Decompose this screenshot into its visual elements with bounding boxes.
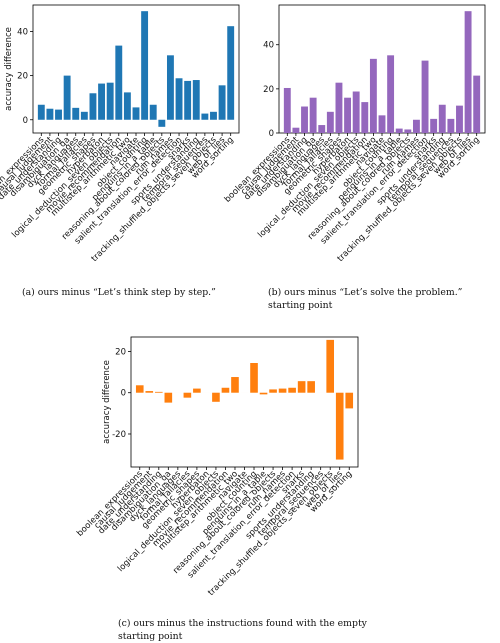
bar-a [55, 109, 62, 120]
caption-b: (b) ours minus “Let’s solve the problem.… [268, 287, 463, 311]
bar-c [154, 391, 163, 393]
bar-b [438, 104, 446, 133]
bar-c [231, 377, 239, 393]
y-tick-label-c: 20 [115, 347, 126, 357]
bar-b [318, 125, 326, 133]
y-tick-label-c: 0 [121, 389, 126, 399]
bar-b [387, 55, 395, 133]
bar-c [335, 392, 344, 460]
bar-b [395, 128, 403, 133]
bar-c [269, 389, 277, 393]
bar-c [345, 392, 354, 409]
bar-b [301, 106, 308, 133]
bar-b [456, 105, 463, 133]
bar-c [278, 388, 287, 393]
bar-b [352, 91, 360, 133]
bar-a [158, 119, 166, 127]
caption-c: (c) ours minus the instructions found wi… [118, 618, 367, 642]
bar-a [80, 111, 88, 120]
bar-c [250, 363, 258, 393]
bar-b [309, 97, 317, 133]
bar-a [175, 78, 183, 120]
y-tick-label-a: 0 [23, 116, 28, 126]
bar-a [166, 55, 174, 120]
bar-a [201, 113, 209, 120]
bar-b [326, 111, 334, 133]
bar-b [369, 58, 377, 133]
bar-a [72, 107, 80, 120]
y-axis-label-a: accuracy difference [4, 27, 14, 111]
bar-b [378, 115, 386, 133]
y-tick-label-c: -20 [112, 430, 126, 440]
bar-c [307, 381, 315, 393]
bar-a [218, 85, 226, 120]
bar-a [192, 80, 200, 120]
y-tick-label-a: 40 [17, 27, 28, 37]
bar-b [292, 127, 300, 133]
bar-a [132, 107, 140, 120]
y-axis-label-c: accuracy difference [102, 360, 112, 444]
bar-b [464, 11, 472, 134]
bar-c [288, 387, 296, 393]
bar-a [98, 83, 106, 120]
bar-a [141, 11, 149, 120]
bar-b [412, 119, 420, 133]
bar-b [283, 87, 291, 133]
bar-a [115, 45, 123, 120]
bar-b [447, 118, 455, 133]
bar-c [297, 381, 306, 393]
y-tick-label-a: 20 [17, 72, 28, 82]
bar-a [227, 26, 235, 120]
bar-b [344, 97, 352, 133]
bar-c [145, 391, 154, 393]
bar-b [430, 118, 438, 133]
bar-a [123, 92, 131, 120]
bar-a [63, 75, 71, 120]
bar-a [210, 111, 217, 120]
y-tick-label-b: 0 [269, 129, 274, 139]
bar-c [326, 339, 335, 393]
bar-c [193, 388, 201, 393]
y-tick-label-b: 40 [263, 41, 274, 51]
bar-c [259, 392, 268, 395]
bar-b [473, 75, 481, 133]
bar-a [106, 82, 114, 120]
bar-a [89, 93, 97, 120]
bar-a [37, 104, 45, 120]
y-tick-label-b: 20 [263, 85, 274, 95]
bar-a [46, 108, 54, 120]
bar-c [164, 392, 173, 403]
bar-b [335, 82, 343, 133]
bar-c [183, 392, 192, 398]
caption-a: (a) ours minus “Let’s think step by step… [22, 287, 216, 298]
bar-c [212, 392, 220, 402]
bar-a [184, 80, 192, 120]
bar-a [149, 104, 157, 120]
bar-b [361, 102, 369, 133]
bar-b [421, 60, 429, 133]
bar-b [404, 129, 412, 133]
bar-c [135, 385, 144, 393]
bar-c [221, 387, 230, 393]
